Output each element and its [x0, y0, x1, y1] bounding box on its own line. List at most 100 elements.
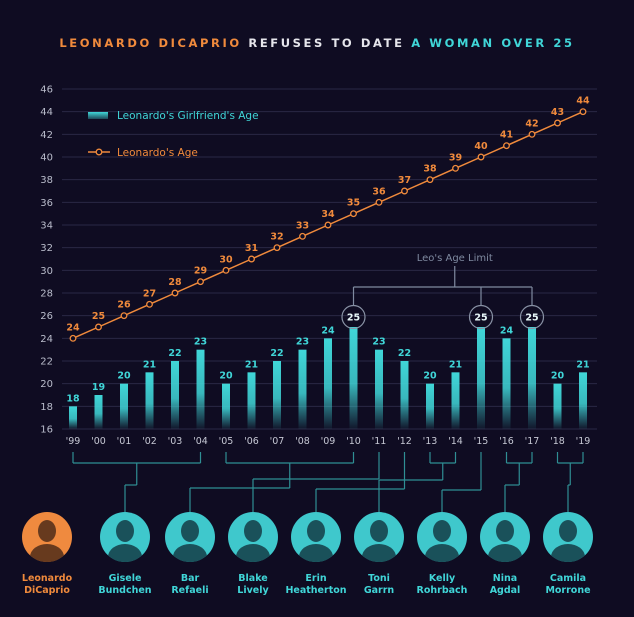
- y-tick-label: 24: [40, 334, 53, 345]
- person-erin: Erin Heatherton: [276, 512, 356, 597]
- leo-age-point: [197, 278, 204, 286]
- bar-value-label: 23: [296, 337, 309, 348]
- y-tick-label: 44: [40, 107, 53, 118]
- person-name: Kelly Rohrbach: [416, 573, 468, 596]
- leo-age-point: [69, 334, 77, 342]
- person-name: Bar Refaeli: [171, 573, 209, 596]
- bar-'09: [324, 338, 332, 429]
- bar-value-label: 20: [551, 371, 565, 382]
- bar-'01: [120, 383, 128, 429]
- x-tick-label: '18: [550, 436, 565, 447]
- bar-'16: [502, 338, 511, 429]
- person-gisele: Gisele Bundchen: [85, 512, 165, 597]
- leo-age-label: 42: [525, 118, 538, 129]
- leo-age-point: [477, 153, 485, 161]
- title-part-verb: REFUSES TO DATE: [248, 36, 405, 50]
- leo-age-label: 26: [117, 300, 131, 311]
- leo-age-point: [324, 221, 332, 229]
- leo-age-point: [503, 142, 510, 150]
- person-name: Blake Lively: [237, 573, 269, 596]
- leo-age-point: [528, 130, 536, 138]
- bar-value-label: 20: [117, 371, 131, 382]
- bar-value-label: 23: [372, 337, 385, 348]
- x-tick-label: '99: [66, 436, 81, 447]
- x-tick-label: '15: [474, 436, 489, 447]
- leo-age-label: 24: [66, 322, 80, 333]
- x-tick-label: '06: [244, 436, 259, 447]
- x-tick-label: '00: [91, 436, 106, 447]
- y-tick-label: 34: [40, 221, 53, 232]
- x-tick-label: '16: [499, 436, 514, 447]
- x-tick-label: '12: [397, 436, 412, 447]
- person-nina: Nina Agdal: [465, 512, 545, 597]
- person-name: Nina Agdal: [489, 573, 521, 596]
- y-tick-label: 22: [40, 357, 53, 368]
- title-part-name: LEONARDO DICAPRIO: [59, 36, 242, 50]
- leo-age-label: 36: [372, 186, 386, 197]
- leo-age-label: 39: [449, 152, 462, 163]
- leo-age-point: [273, 244, 281, 252]
- person-name: Erin Heatherton: [285, 573, 347, 596]
- x-tick-label: '04: [193, 436, 208, 447]
- x-tick-label: '01: [117, 436, 132, 447]
- bar-value-label: 21: [576, 359, 589, 370]
- leo-age-point: [95, 323, 102, 331]
- bar-'08: [298, 349, 307, 429]
- person-name: Toni Garrn: [363, 573, 395, 596]
- bar-value-label: 25: [347, 313, 360, 324]
- leo-age-point: [299, 232, 306, 240]
- x-tick-label: '14: [448, 436, 463, 447]
- avatar: [354, 512, 404, 562]
- y-tick-label: 16: [40, 425, 53, 436]
- leo-age-label: 25: [92, 311, 105, 322]
- leo-age-point: [554, 119, 561, 127]
- title-part-age: A WOMAN OVER 25: [411, 36, 575, 50]
- y-tick-label: 28: [40, 289, 53, 300]
- leo-age-label: 31: [245, 243, 258, 254]
- bar-'13: [426, 383, 434, 429]
- legend-label-line: Leonardo's Age: [117, 147, 198, 159]
- person-blake: Blake Lively: [213, 512, 293, 597]
- bar-value-label: 24: [321, 325, 335, 336]
- y-tick-label: 30: [40, 266, 53, 277]
- bar-'18: [553, 383, 562, 429]
- x-tick-label: '11: [372, 436, 387, 447]
- bar-value-label: 20: [219, 371, 233, 382]
- avatar: [480, 512, 530, 562]
- bar-'14: [451, 372, 460, 429]
- bar-value-label: 21: [449, 359, 462, 370]
- bar-'07: [273, 361, 281, 429]
- y-tick-label: 38: [40, 175, 53, 186]
- bar-'00: [94, 395, 103, 429]
- avatar: [543, 512, 593, 562]
- bar-'99: [69, 406, 77, 429]
- bar-'10: [349, 327, 358, 429]
- x-tick-label: '13: [423, 436, 438, 447]
- leo-age-point: [146, 300, 153, 308]
- bar-value-label: 25: [474, 313, 487, 324]
- bar-value-label: 18: [66, 393, 80, 404]
- annotation-label: Leo's Age Limit: [417, 253, 493, 264]
- x-tick-label: '05: [219, 436, 234, 447]
- leo-age-point: [171, 289, 179, 297]
- leo-age-point: [579, 108, 587, 116]
- leo-age-label: 41: [500, 130, 513, 141]
- y-tick-label: 36: [40, 198, 53, 209]
- leo-age-point: [248, 255, 255, 263]
- leo-age-point: [426, 176, 434, 184]
- bar-value-label: 22: [270, 348, 283, 359]
- leo-age-label: 43: [551, 107, 564, 118]
- person-bar: Bar Refaeli: [150, 512, 230, 597]
- bar-value-label: 21: [143, 359, 156, 370]
- legend-label-bars: Leonardo's Girlfriend's Age: [117, 110, 259, 122]
- avatar: [228, 512, 278, 562]
- bar-value-label: 24: [500, 325, 514, 336]
- x-tick-label: '19: [576, 436, 591, 447]
- leo-age-point: [350, 210, 357, 218]
- bar-'05: [222, 383, 230, 429]
- bar-value-label: 22: [398, 348, 411, 359]
- x-tick-label: '10: [346, 436, 361, 447]
- bar-value-label: 20: [423, 371, 437, 382]
- leo-age-label: 38: [423, 164, 437, 175]
- bar-'03: [171, 361, 179, 429]
